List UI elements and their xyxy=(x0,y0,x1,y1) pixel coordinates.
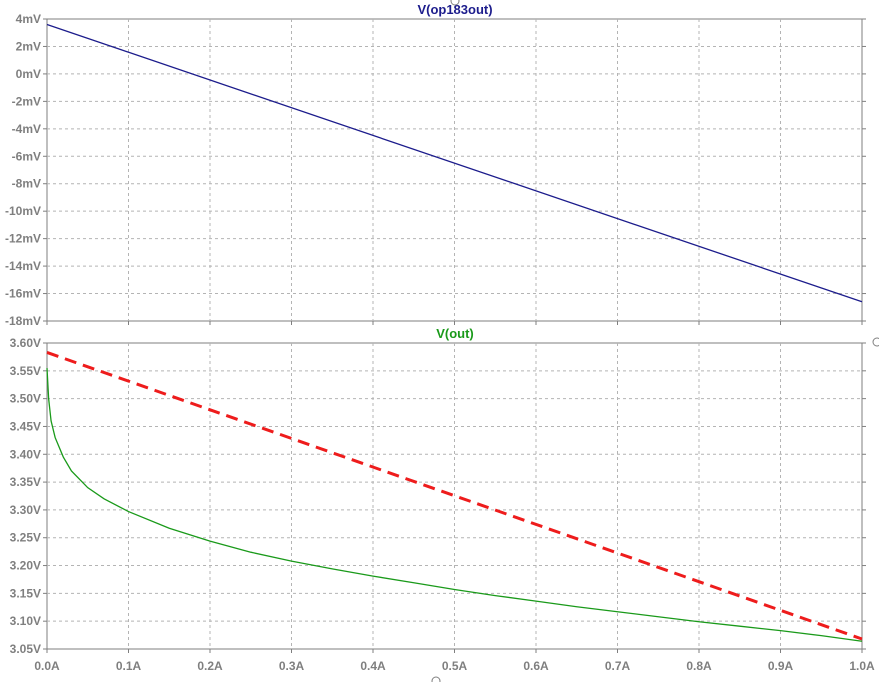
grid-top xyxy=(47,19,862,321)
y-tick-label: -8mV xyxy=(12,177,41,191)
x-tick-label: 0.0A xyxy=(34,659,60,673)
grid-bottom xyxy=(47,343,862,649)
y-tick-label: -12mV xyxy=(5,232,41,246)
y-tick-label: 3.40V xyxy=(10,447,41,461)
y-tick-label: 3.25V xyxy=(10,531,41,545)
x-tick-label: 0.9A xyxy=(768,659,794,673)
plot-pane-op183out[interactable]: 4mV 2mV 0mV -2mV -4mV -6mV -8mV -10mV -12mV -14mV… xyxy=(5,2,866,328)
resize-handle-bottom-icon[interactable] xyxy=(431,676,441,682)
y-tick-label: 3.45V xyxy=(10,419,41,433)
x-tick-label: 0.4A xyxy=(360,659,386,673)
y-tick-label: 3.60V xyxy=(10,336,41,350)
y-tick-label: -18mV xyxy=(5,314,41,328)
x-tick-label: 0.1A xyxy=(116,659,142,673)
y-tick-label: 3.50V xyxy=(10,392,41,406)
y-tick-label: -2mV xyxy=(12,94,41,108)
series-top xyxy=(46,23,863,303)
y-tick-label: 3.30V xyxy=(10,503,41,517)
y-tick-label: 2mV xyxy=(16,39,41,53)
y-tick-label: 4mV xyxy=(16,12,41,26)
y-tick-label: 3.20V xyxy=(10,559,41,573)
y-axis-bottom: 3.60V 3.55V 3.50V 3.45V 3.40V 3.35V 3.30V 3.25V… xyxy=(10,336,866,656)
x-axis: 0.0A 0.1A 0.2A 0.3A 0.4A 0.5A 0.6A 0.7A 0.8A 0.9A… xyxy=(34,321,875,673)
x-tick-label: 0.2A xyxy=(197,659,223,673)
y-axis-top: 4mV 2mV 0mV -2mV -4mV -6mV -8mV -10mV -12mV -14mV… xyxy=(5,12,866,328)
y-tick-label: 3.35V xyxy=(10,475,41,489)
y-tick-label: 3.15V xyxy=(10,586,41,600)
y-tick-label: -4mV xyxy=(12,122,41,136)
y-tick-label: 3.55V xyxy=(10,364,41,378)
series-line-1-1 xyxy=(46,351,863,641)
x-tick-label: 0.6A xyxy=(523,659,549,673)
series-line-0-0 xyxy=(46,23,863,303)
series-line-1-0 xyxy=(46,368,863,642)
y-tick-label: 3.10V xyxy=(10,614,41,628)
x-tick-label: 0.5A xyxy=(442,659,468,673)
y-tick-label: -6mV xyxy=(12,149,41,163)
plot-title-out[interactable]: V(out) xyxy=(436,326,474,341)
y-tick-label: 0mV xyxy=(16,67,41,81)
series-bottom xyxy=(46,351,863,642)
plot-title-op183out[interactable]: V(op183out) xyxy=(417,2,492,17)
resize-handle-top-icon[interactable] xyxy=(450,0,460,6)
y-tick-label: 3.05V xyxy=(10,642,41,656)
y-tick-label: -14mV xyxy=(5,259,41,273)
x-tick-label: 0.8A xyxy=(686,659,712,673)
plot-pane-out[interactable]: 3.60V 3.55V 3.50V 3.45V 3.40V 3.35V 3.30V 3.25V… xyxy=(10,321,875,673)
resize-handle-right-icon[interactable] xyxy=(872,337,879,347)
x-tick-label: 0.3A xyxy=(279,659,305,673)
y-tick-label: -10mV xyxy=(5,204,41,218)
x-tick-label: 1.0A xyxy=(849,659,875,673)
y-tick-label: -16mV xyxy=(5,287,41,301)
x-tick-label: 0.7A xyxy=(605,659,631,673)
